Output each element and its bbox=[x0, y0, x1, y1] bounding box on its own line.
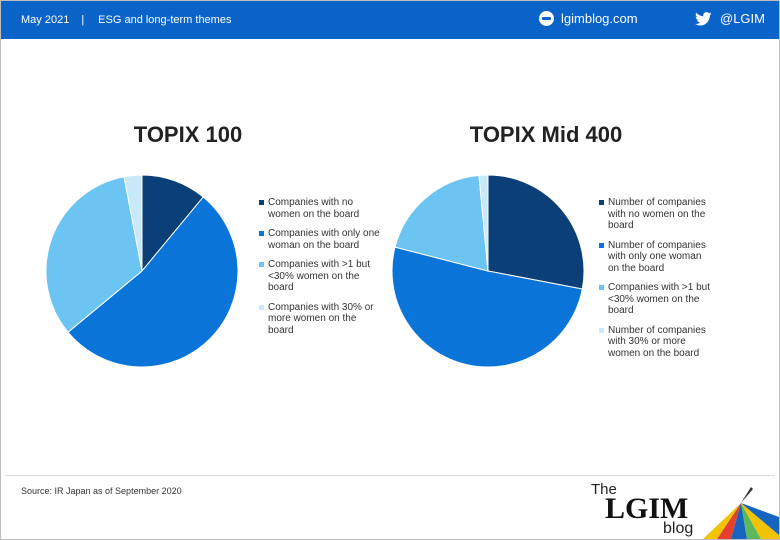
logo-the-text: The bbox=[591, 481, 617, 498]
source-note: Source: IR Japan as of September 2020 bbox=[21, 486, 182, 496]
pie-slice-1 bbox=[67, 196, 239, 368]
legend-swatch bbox=[599, 200, 604, 205]
legend-item: Companies with only one woman on the boa… bbox=[259, 228, 381, 251]
header-site-label: lgimblog.com bbox=[561, 11, 638, 26]
legend-swatch bbox=[259, 200, 264, 205]
footer-divider bbox=[5, 475, 775, 476]
legend-item: Companies with >1 but <30% women on the … bbox=[259, 259, 381, 294]
legend-swatch bbox=[259, 304, 264, 310]
legend-label: Companies with >1 but <30% women on the … bbox=[608, 282, 711, 316]
header-twitter-label: @LGIM bbox=[720, 11, 765, 26]
pie-slice-2 bbox=[394, 174, 489, 272]
twitter-bird-icon bbox=[695, 11, 712, 25]
chart-title-topix-mid-400: TOPIX Mid 400 bbox=[469, 122, 623, 147]
legend-item: Number of companies with 30% or more wom… bbox=[599, 325, 711, 360]
header-site-link[interactable]: lgimblog.com bbox=[539, 11, 638, 26]
legend-label: Companies with >1 but <30% women on the … bbox=[268, 259, 371, 293]
legend-topix-100: Companies with no women on the board Com… bbox=[259, 197, 381, 336]
umbrella-icon bbox=[703, 487, 779, 539]
legend-swatch bbox=[259, 262, 264, 267]
legend-item: Companies with no women on the board bbox=[259, 197, 381, 220]
header-separator: | bbox=[81, 14, 85, 26]
chart-title-topix-100: TOPIX 100 bbox=[133, 122, 243, 147]
legend-item: Companies with 30% or more women on the … bbox=[259, 302, 381, 337]
pie-slice-0 bbox=[487, 174, 585, 290]
header-date: May 2021 bbox=[21, 14, 70, 26]
legend-label: Number of companies with only one woman … bbox=[608, 239, 706, 274]
legend-swatch bbox=[599, 285, 604, 290]
lgim-blog-logo: The LGIM blog bbox=[591, 481, 779, 539]
legend-swatch bbox=[599, 242, 604, 248]
pie-slice-2 bbox=[45, 176, 143, 333]
logo-blog-text: blog bbox=[663, 520, 694, 537]
logo-main-text: LGIM bbox=[605, 492, 689, 525]
pie-slice-0 bbox=[141, 174, 204, 273]
legend-item: Companies with >1 but <30% women on the … bbox=[599, 282, 711, 317]
pie-chart-topix-100 bbox=[45, 174, 239, 368]
legend-swatch bbox=[599, 327, 604, 333]
header-section: ESG and long-term themes bbox=[98, 14, 232, 26]
legend-swatch bbox=[259, 231, 264, 236]
legend-topix-mid-400: Number of companies with no women on the… bbox=[599, 197, 711, 359]
legend-label: Number of companies with no women on the… bbox=[608, 197, 706, 231]
legend-label: Companies with only one woman on the boa… bbox=[268, 228, 380, 251]
pie-slice-3 bbox=[478, 174, 489, 272]
globe-icon bbox=[539, 11, 554, 26]
legend-item: Number of companies with only one woman … bbox=[599, 240, 711, 275]
pie-slice-1 bbox=[391, 246, 583, 368]
header-bar: May 2021 | ESG and long-term themes lgim… bbox=[1, 1, 779, 39]
pie-chart-topix-mid-400 bbox=[391, 174, 585, 368]
pie-slice-3 bbox=[123, 174, 143, 272]
legend-label: Companies with no women on the board bbox=[268, 197, 360, 220]
header-left: May 2021 | ESG and long-term themes bbox=[21, 14, 231, 26]
legend-label: Companies with 30% or more women on the … bbox=[268, 301, 374, 336]
legend-label: Number of companies with 30% or more wom… bbox=[608, 324, 706, 359]
legend-item: Number of companies with no women on the… bbox=[599, 197, 711, 232]
header-twitter-link[interactable]: @LGIM bbox=[695, 11, 765, 26]
